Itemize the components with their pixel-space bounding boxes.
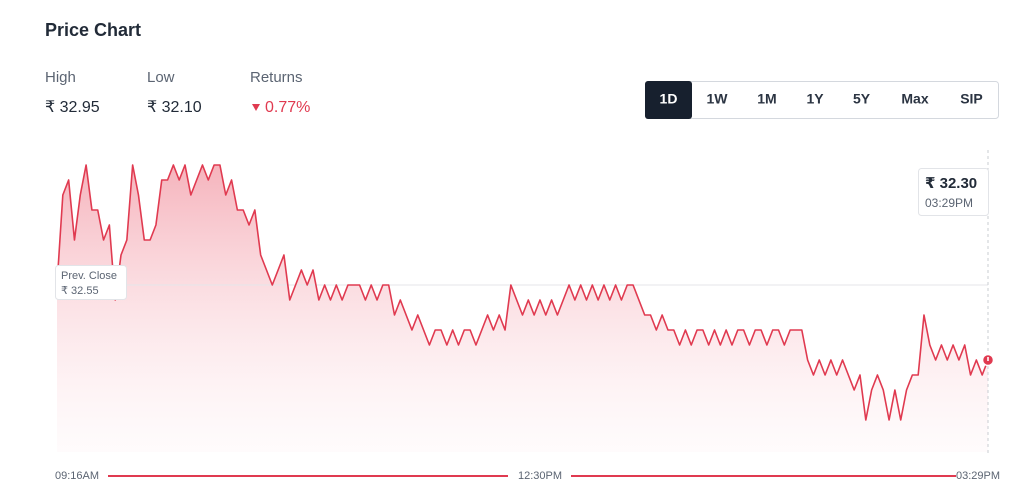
area (57, 165, 988, 452)
down-arrow (252, 104, 260, 111)
time-label: 09:16AM (55, 470, 99, 482)
range-button-bg[interactable] (645, 81, 692, 119)
range-button[interactable]: 1Y (806, 91, 824, 107)
range-button-label[interactable]: 1M (757, 91, 776, 107)
current-price: ₹ 32.30 (925, 175, 977, 192)
stat-label: Returns (250, 69, 303, 86)
current-tag (918, 168, 989, 216)
range-button-label[interactable]: 5Y (853, 91, 871, 107)
time-label: 03:29PM (956, 470, 1000, 482)
range-button[interactable]: SIP (960, 91, 983, 107)
range-button[interactable]: 1M (757, 91, 776, 107)
prev-close-tag (55, 265, 127, 300)
stat-value: ₹ 32.95 (45, 99, 100, 116)
stats: High ₹ 32.95 Low ₹ 32.10 Returns 0.77% (45, 69, 310, 116)
plot: Prev. Close ₹ 32.55 ₹ 32.30 03:29PM 09:16AM 1… (55, 150, 1000, 482)
stat-value: ₹ 32.10 (147, 99, 202, 116)
range-button-label[interactable]: 1Y (806, 91, 824, 107)
range-button-label[interactable]: SIP (960, 91, 983, 107)
range-button[interactable]: 1D (645, 81, 692, 119)
range-button[interactable]: 5Y (853, 91, 871, 107)
stat-label: High (45, 69, 76, 86)
last-point-glyph (987, 357, 989, 361)
current-time: 03:29PM (925, 196, 973, 210)
range-selector: 1D 1W 1M 1Y 5Y Max SIP (645, 81, 999, 119)
range-button-label[interactable]: Max (901, 91, 928, 107)
stat-label: Low (147, 69, 175, 86)
stat-value: 0.77% (265, 99, 310, 116)
prev-close-title: Prev. Close (61, 270, 117, 282)
price-line (56, 164, 989, 421)
range-button-label[interactable]: 1D (660, 91, 678, 107)
title: Price Chart (45, 20, 141, 40)
range-button[interactable]: Max (901, 91, 928, 107)
time-label: 12:30PM (518, 470, 562, 482)
range-button-label[interactable]: 1W (707, 91, 729, 107)
prev-close-value: ₹ 32.55 (61, 285, 99, 297)
range-button[interactable]: 1W (707, 91, 729, 107)
